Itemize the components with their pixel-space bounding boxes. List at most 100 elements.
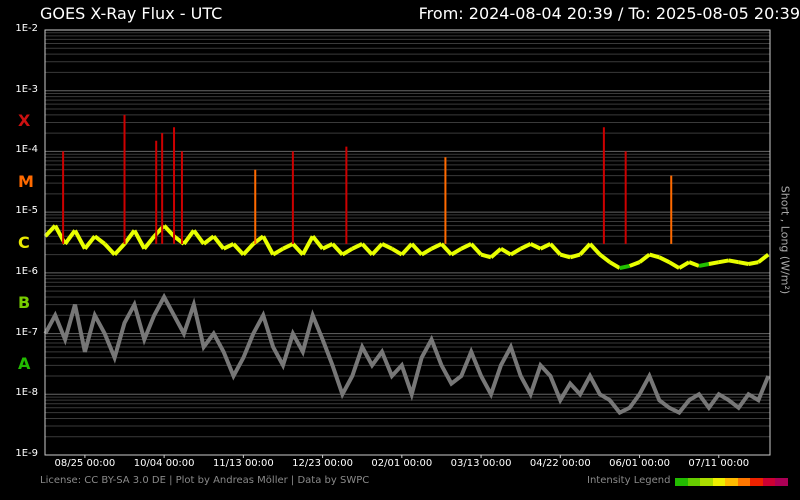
long-channel-segment: [381, 242, 393, 251]
long-channel-segment: [628, 260, 641, 268]
long-channel-segment: [658, 255, 671, 264]
long-channel-segment: [529, 242, 542, 251]
long-channel-segment: [261, 235, 275, 256]
long-channel-segment: [311, 235, 325, 250]
long-channel-segment: [748, 260, 759, 266]
long-channel-segment: [588, 242, 602, 256]
date-range: From: 2024-08-04 20:39 / To: 2025-08-05 …: [418, 4, 800, 23]
legend-swatch: [725, 478, 738, 486]
long-channel-segment: [598, 252, 612, 264]
long-channel-segment: [341, 246, 354, 257]
long-channel-segment: [360, 242, 374, 256]
x-tick-label: 02/01 00:00: [371, 458, 433, 469]
y-tick-label: 1E-9: [15, 448, 38, 459]
y-tick-label: 1E-6: [15, 265, 38, 277]
x-tick-label: 03/13 00:00: [450, 458, 512, 469]
long-channel-segment: [480, 252, 492, 260]
intensity-legend-bar: [675, 478, 788, 486]
y-tick-label: 1E-8: [15, 387, 38, 399]
long-channel-segment: [638, 252, 651, 264]
long-channel-segment: [648, 252, 660, 260]
long-channel-segment: [688, 260, 700, 268]
legend-swatch: [775, 478, 788, 486]
long-channel-segment: [430, 242, 443, 251]
long-channel-segment: [202, 234, 215, 246]
long-channel-segment: [619, 263, 631, 271]
legend-swatch: [737, 478, 750, 486]
long-channel-segment: [738, 260, 749, 266]
long-channel-segment: [241, 242, 255, 256]
plot-frame: [44, 29, 771, 456]
long-channel-segment: [718, 258, 730, 265]
long-channel-segment: [608, 260, 621, 270]
long-channel-segment: [668, 260, 681, 270]
long-channel-segment: [43, 224, 57, 238]
long-channel-segment: [678, 260, 691, 270]
x-tick-label: 07/11 00:00: [688, 458, 750, 469]
long-channel-segment: [142, 235, 156, 250]
long-channel-segment: [331, 242, 344, 256]
long-channel-segment: [499, 246, 512, 257]
legend-swatch: [712, 478, 725, 486]
long-channel-segment: [569, 252, 581, 260]
flare-class-b: B: [18, 293, 31, 313]
long-channel-segment: [182, 229, 196, 246]
long-channel-segment: [509, 246, 522, 257]
long-channel-segment: [63, 229, 77, 246]
long-channel-segment: [728, 258, 739, 265]
long-channel-segment: [222, 242, 235, 251]
long-channel-segment: [83, 235, 97, 250]
long-channel-segment: [113, 242, 126, 256]
short-channel-line: [43, 292, 771, 416]
long-channel-segment: [559, 252, 571, 260]
long-channel-segment: [390, 246, 403, 257]
long-channel-segment: [212, 235, 226, 250]
long-channel-segment: [103, 242, 117, 256]
long-channel-segment: [460, 242, 473, 251]
long-channel-segment: [548, 242, 562, 256]
long-channel-segment: [410, 242, 424, 256]
long-channel-segment: [73, 229, 87, 250]
flare-class-x: X: [18, 111, 31, 131]
long-channel-segment: [192, 229, 206, 246]
y-tick-label: 1E-2: [15, 23, 38, 34]
x-tick-label: 11/13 00:00: [212, 458, 274, 469]
long-channel-segment: [439, 242, 453, 256]
x-tick-label: 06/01 00:00: [609, 458, 670, 469]
long-channel-segment: [698, 262, 710, 268]
long-channel-segment: [291, 242, 305, 256]
x-tick-label: 04/22 00:00: [529, 458, 591, 469]
y-tick-label: 1E-7: [15, 326, 38, 338]
chart-title: GOES X-Ray Flux - UTC: [40, 4, 223, 23]
long-channel-segment: [301, 235, 315, 256]
long-channel-segment: [282, 242, 294, 251]
long-channel-segment: [578, 242, 592, 256]
long-channel-segment: [321, 242, 334, 251]
intensity-legend-label: Intensity Legend: [587, 475, 671, 486]
y-tick-label: 1E-4: [15, 144, 38, 156]
long-channel-segment: [122, 229, 137, 246]
long-channel-segment: [162, 224, 176, 238]
long-channel-segment: [450, 246, 463, 257]
long-channel-segment: [539, 242, 552, 251]
x-tick-label: 08/25 00:00: [54, 458, 116, 469]
long-channel-segment: [708, 260, 720, 266]
long-channel-segment: [519, 242, 532, 251]
legend-swatch: [700, 478, 713, 486]
plot-grid: [45, 32, 770, 458]
flare-class-m: M: [18, 171, 34, 191]
flare-class-c: C: [18, 232, 30, 252]
long-channel-segment: [400, 242, 414, 256]
long-channel-segment: [351, 242, 364, 251]
long-channel-segment: [272, 246, 285, 257]
long-channel-segment: [231, 242, 245, 256]
legend-swatch: [675, 478, 688, 486]
y-tick-label: 1E-3: [15, 83, 38, 95]
x-tick-label: 12/23 00:00: [292, 458, 354, 469]
long-channel-segment: [420, 246, 433, 257]
long-channel-series: [43, 114, 770, 271]
long-channel-segment: [93, 234, 106, 246]
legend-swatch: [687, 478, 700, 486]
credits: License: CC BY-SA 3.0 DE | Plot by Andre…: [40, 475, 370, 486]
